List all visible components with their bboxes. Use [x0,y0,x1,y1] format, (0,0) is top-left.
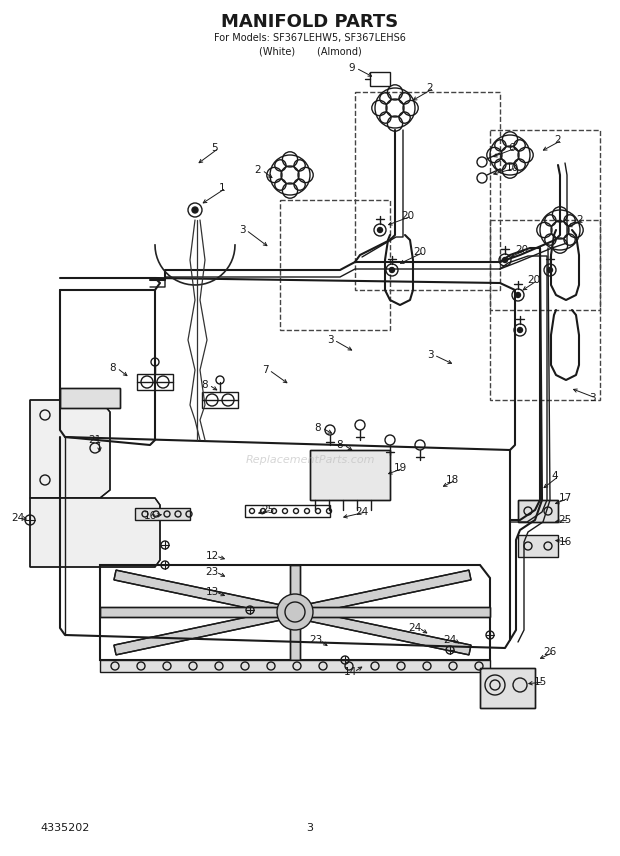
Polygon shape [114,570,471,655]
Text: 24: 24 [11,513,25,523]
Text: 16: 16 [143,511,157,521]
Text: 14: 14 [343,667,356,677]
Polygon shape [30,498,160,567]
Bar [480,668,535,708]
Text: 8: 8 [110,363,117,373]
Text: 24: 24 [409,623,422,633]
Bar [137,374,173,390]
Text: 6: 6 [508,143,515,153]
Circle shape [518,328,523,332]
Text: 5: 5 [211,143,218,153]
Text: 2: 2 [555,135,561,145]
Text: 20: 20 [528,275,541,285]
Text: 24: 24 [355,507,369,517]
Text: 8: 8 [337,440,343,450]
Bar [202,392,238,408]
Bar [518,500,558,522]
Polygon shape [30,400,110,498]
Text: 23: 23 [309,635,322,645]
Text: (White)       (Almond): (White) (Almond) [259,46,361,56]
Bar [60,388,120,408]
Circle shape [547,268,552,272]
Text: 12: 12 [205,551,219,561]
Bar [135,508,190,520]
Text: 24: 24 [443,635,456,645]
Circle shape [192,207,198,213]
Bar [518,535,558,557]
Text: 20: 20 [515,245,529,255]
Text: 3: 3 [239,225,246,235]
Text: 8: 8 [202,380,208,390]
Circle shape [389,268,394,272]
Text: 15: 15 [533,677,547,687]
Text: 25: 25 [262,505,275,515]
Text: For Models: SF367LEHW5, SF367LEHS6: For Models: SF367LEHW5, SF367LEHS6 [214,33,406,43]
Polygon shape [100,607,490,617]
Text: 16: 16 [559,537,572,547]
Text: 26: 26 [543,647,557,657]
Text: 19: 19 [393,463,407,473]
Text: 25: 25 [559,515,572,525]
Polygon shape [290,565,300,660]
Bar [100,660,490,672]
Circle shape [277,594,313,630]
Bar [480,668,535,708]
Circle shape [502,258,508,263]
Text: 3: 3 [427,350,433,360]
Text: 17: 17 [559,493,572,503]
Text: 18: 18 [445,475,459,485]
Text: 4: 4 [552,471,559,481]
Text: 2: 2 [577,215,583,225]
Bar [60,388,120,408]
Text: 10: 10 [505,163,518,173]
Text: 8: 8 [315,423,321,433]
Text: 3: 3 [306,823,314,833]
Text: 1: 1 [219,183,225,193]
Circle shape [515,293,521,298]
Text: 4335202: 4335202 [40,823,89,833]
Text: ReplacementParts.com: ReplacementParts.com [246,455,374,465]
Text: 3: 3 [588,393,595,403]
Bar [310,450,390,500]
Text: 3: 3 [327,335,334,345]
Text: 20: 20 [414,247,427,257]
Text: 20: 20 [401,211,415,221]
Text: 7: 7 [262,365,268,375]
Bar [310,450,390,500]
Text: 9: 9 [348,63,355,73]
Text: MANIFOLD PARTS: MANIFOLD PARTS [221,13,399,31]
Bar [245,505,330,517]
Text: 21: 21 [89,435,102,445]
Bar [518,500,558,522]
Text: 2: 2 [427,83,433,93]
Text: 23: 23 [205,567,219,577]
Bar [370,72,390,86]
Text: 2: 2 [255,165,261,175]
Text: 13: 13 [205,587,219,597]
Polygon shape [114,570,471,655]
Circle shape [378,228,383,233]
